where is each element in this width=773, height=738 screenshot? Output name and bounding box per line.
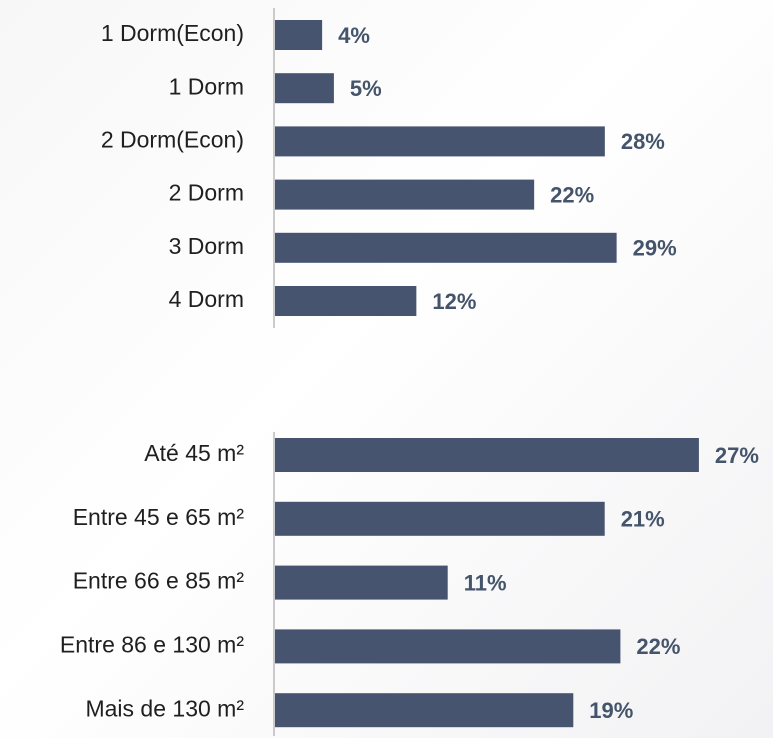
- category-label: Entre 45 e 65 m²: [73, 504, 245, 530]
- value-label: 22%: [550, 182, 594, 207]
- value-label: 22%: [636, 634, 680, 659]
- value-label: 19%: [589, 698, 633, 723]
- bar: [275, 20, 323, 50]
- category-label: 2 Dorm(Econ): [101, 126, 244, 152]
- bar: [275, 232, 617, 263]
- category-label: Até 45 m²: [144, 440, 244, 466]
- value-label: 5%: [350, 76, 382, 101]
- category-label: 3 Dorm: [169, 233, 244, 259]
- category-label: Entre 66 e 85 m²: [73, 568, 245, 594]
- category-label: Mais de 130 m²: [85, 695, 244, 721]
- value-label: 28%: [621, 129, 665, 154]
- category-label: Entre 86 e 130 m²: [60, 631, 244, 657]
- bar: [275, 179, 535, 210]
- category-label: 1 Dorm(Econ): [101, 20, 244, 46]
- category-label: 2 Dorm: [169, 180, 244, 206]
- bar: [275, 126, 605, 157]
- category-label: 4 Dorm: [169, 286, 244, 312]
- bar: [275, 73, 334, 104]
- value-label: 21%: [621, 507, 665, 532]
- value-label: 29%: [633, 236, 677, 261]
- value-label: 27%: [715, 443, 759, 468]
- bar: [275, 629, 621, 664]
- bar: [275, 693, 574, 728]
- bar: [275, 286, 417, 316]
- value-label: 4%: [338, 23, 370, 48]
- bar: [275, 565, 448, 600]
- value-label: 12%: [432, 289, 476, 314]
- bar: [275, 438, 699, 472]
- bar: [275, 501, 605, 536]
- value-label: 11%: [464, 570, 507, 595]
- category-label: 1 Dorm: [169, 73, 244, 99]
